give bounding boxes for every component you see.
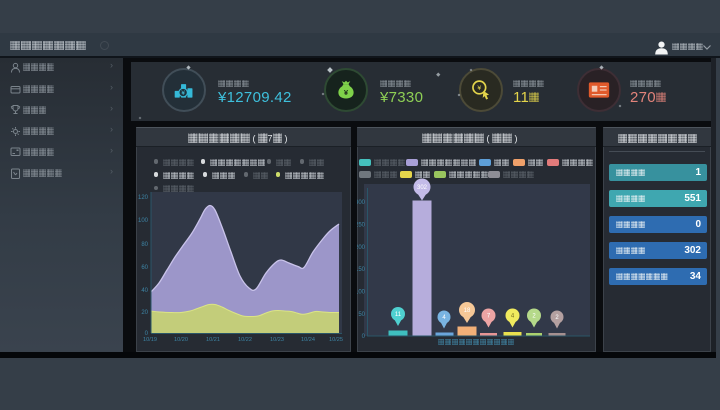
svg-text:11: 11 xyxy=(395,312,402,318)
svg-text:10/24: 10/24 xyxy=(301,337,315,343)
svg-text:¥: ¥ xyxy=(181,90,185,97)
svg-text:60: 60 xyxy=(141,265,148,271)
svg-text:2: 2 xyxy=(532,314,536,320)
svg-text:¥: ¥ xyxy=(344,88,349,97)
svg-text:80: 80 xyxy=(141,242,148,248)
svg-text:4: 4 xyxy=(442,315,446,321)
svg-text:10/23: 10/23 xyxy=(270,337,284,343)
svg-text:40: 40 xyxy=(141,288,148,294)
svg-text:20: 20 xyxy=(141,310,148,316)
svg-text:50: 50 xyxy=(358,312,365,318)
svg-text:10/19: 10/19 xyxy=(143,337,157,343)
svg-text:300: 300 xyxy=(357,200,366,206)
svg-text:120: 120 xyxy=(138,195,149,201)
svg-text:250: 250 xyxy=(357,222,366,228)
svg-text:0: 0 xyxy=(362,334,366,340)
svg-text:10/25: 10/25 xyxy=(329,337,343,343)
svg-text:0: 0 xyxy=(145,331,149,337)
svg-text:7: 7 xyxy=(487,314,491,320)
svg-text:150: 150 xyxy=(357,267,366,273)
svg-text:¥: ¥ xyxy=(477,85,481,92)
svg-text:4: 4 xyxy=(511,314,515,320)
svg-text:18: 18 xyxy=(464,308,471,314)
svg-text:2: 2 xyxy=(555,315,559,321)
svg-text:302: 302 xyxy=(417,185,428,191)
svg-text:100: 100 xyxy=(138,218,149,224)
svg-text:10/20: 10/20 xyxy=(174,337,188,343)
svg-text:10/21: 10/21 xyxy=(206,337,220,343)
svg-text:100: 100 xyxy=(357,290,366,296)
svg-text:10/22: 10/22 xyxy=(238,337,252,343)
svg-text:200: 200 xyxy=(357,245,366,251)
